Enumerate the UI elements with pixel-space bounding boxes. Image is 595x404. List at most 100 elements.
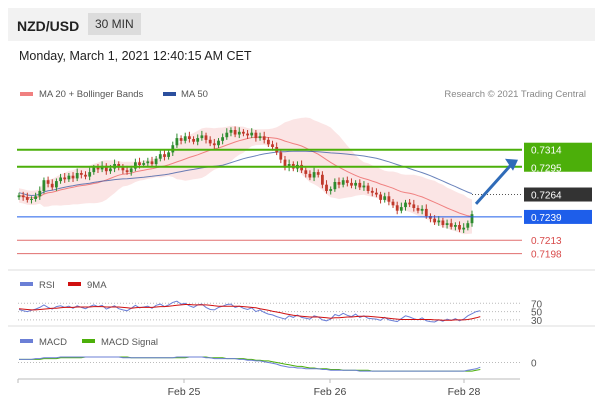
symbol-label: NZD/USD [17,18,80,34]
candle-body [462,227,466,230]
candle-body [88,172,92,177]
support-price-label: 0.7198 [531,250,562,261]
macd-line [19,356,481,372]
candle-body [271,144,274,147]
legend-swatch-rsi [20,282,33,286]
candle-body [341,180,345,185]
candle-body [225,132,229,138]
candle-body [63,177,67,180]
x-tick-label: Feb 28 [448,386,481,398]
candle-body [445,223,449,225]
candle-body [316,172,320,175]
candle-body [121,167,125,171]
candle-body [454,225,457,227]
ma20-line [18,136,473,217]
candle-body [345,180,349,183]
candle-body [146,161,150,164]
candle-body [470,214,474,224]
candle-body [375,192,378,195]
candle-body [21,195,25,198]
x-axis: Feb 25 Feb 26 Feb 28 [17,379,481,398]
resistance-price-box [524,142,592,172]
resistance-price-label: 0.7295 [531,164,562,175]
candle-body [325,184,328,191]
candle-body [167,152,170,157]
candle-body [395,205,399,211]
chart-datetime: Monday, March 1, 2021 12:40:15 AM CET [19,49,252,63]
candle-body [412,204,416,208]
candle-body [408,202,412,205]
candle-body [188,136,191,139]
candle-body [312,172,316,178]
candle-body [71,175,75,179]
candle-body [379,194,382,200]
legend-macd-signal: MACD Signal [101,337,158,348]
forecast-arrow-head [505,158,518,171]
candle-body [267,139,270,145]
macd-tick-label: 0 [531,359,537,370]
candle-body [163,154,166,157]
legend-swatch-ma20 [20,92,33,96]
candle-body [242,131,245,134]
legend-swatch-9ma [68,282,81,286]
x-tick-label: Feb 26 [314,386,347,398]
candle-body [391,201,395,206]
candle-body [200,135,204,139]
candle-body [67,175,71,180]
rsi-tick-label: 70 [531,299,543,310]
candle-body [55,181,58,188]
candle-body [125,170,129,173]
research-credit: Research © 2021 Trading Central [444,89,586,100]
candle-body [308,173,312,178]
candle-body [387,196,391,202]
timeframe-badge[interactable]: 30 MIN [88,13,141,35]
candle-body [79,173,83,175]
candle-body [370,190,374,193]
candle-body [433,218,436,223]
price-panel: 0.7264 0.7239 0.7213 0.7198 0.7314 0.7295 [17,117,592,261]
candle-body [109,168,112,172]
candle-body [17,195,21,198]
candle-body [321,174,324,185]
candle-body [183,136,187,141]
candle-body [383,196,387,200]
candle-body [229,130,233,133]
support-price-label: 0.7213 [531,236,562,247]
candle-body [46,180,50,184]
candle-body [175,138,179,146]
candle-body [262,136,266,140]
legend-ma50: MA 50 [181,89,208,100]
candle-body [154,158,158,165]
candle-body [196,138,200,142]
legend-macd: MACD [39,337,67,348]
candle-body [437,220,441,223]
candle-body [142,163,146,165]
pivot-price-box [524,209,592,224]
candle-body [250,132,254,136]
candle-body [96,167,100,170]
candle-body [404,202,407,208]
legend-swatch-macd [20,339,33,343]
candle-body [104,165,108,172]
candle-body [34,196,37,199]
candle-body [75,173,79,179]
candle-body [366,185,370,191]
candle-body [279,152,283,160]
candle-body [350,182,353,186]
legend-rsi: RSI [39,280,55,291]
candle-body [192,139,195,142]
candle-body [92,167,96,173]
candle-body [42,180,46,191]
candle-body [329,189,333,191]
pivot-price-label: 0.7239 [531,213,562,224]
candle-body [399,207,403,211]
candle-body [354,182,357,186]
rsi-ma-line [18,304,481,321]
ma50-line [18,150,473,197]
candle-body [158,154,162,159]
legend-ma20: MA 20 + Bollinger Bands [39,89,144,100]
candle-body [138,162,141,165]
candle-body [150,161,154,165]
